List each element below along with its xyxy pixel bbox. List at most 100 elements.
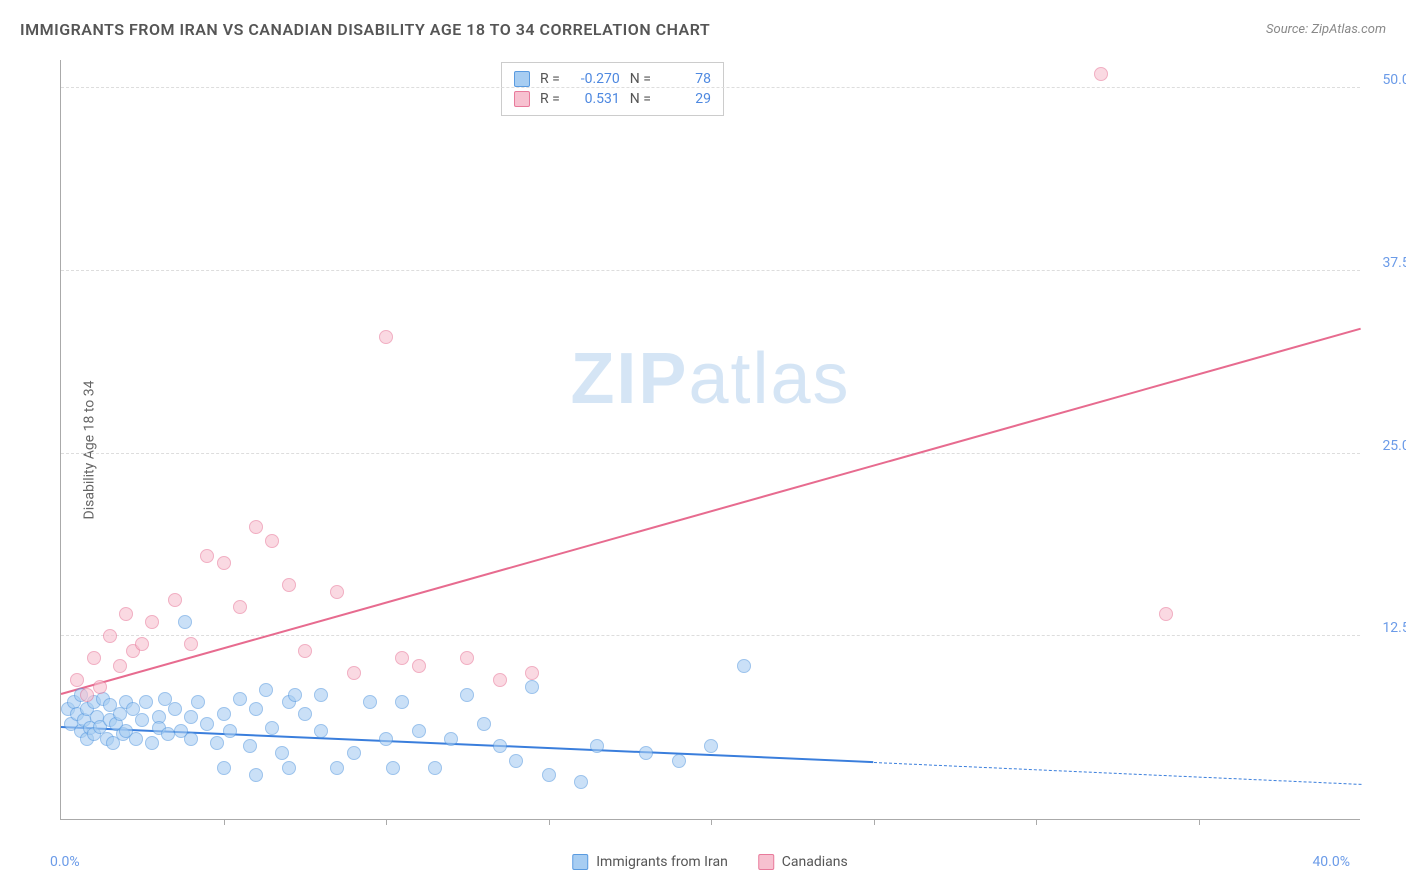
plot-area: ZIPatlas R = -0.270 N = 78 R = 0.531 N =…: [60, 60, 1360, 820]
data-point: [493, 673, 507, 687]
data-point: [395, 695, 409, 709]
data-point: [330, 761, 344, 775]
legend-row: R = -0.270 N = 78: [514, 69, 711, 89]
trend-line: [873, 762, 1361, 785]
x-axis-min-label: 0.0%: [50, 854, 80, 870]
data-point: [191, 695, 205, 709]
data-point: [379, 732, 393, 746]
data-point: [70, 673, 84, 687]
gridline: [61, 453, 1360, 454]
data-point: [178, 615, 192, 629]
data-point: [330, 585, 344, 599]
data-point: [93, 680, 107, 694]
data-point: [314, 724, 328, 738]
data-point: [493, 739, 507, 753]
page-title: IMMIGRANTS FROM IRAN VS CANADIAN DISABIL…: [20, 20, 710, 39]
x-tick: [549, 819, 550, 825]
data-point: [386, 761, 400, 775]
data-point: [525, 666, 539, 680]
y-tick-label: 37.5%: [1382, 255, 1406, 271]
data-point: [145, 736, 159, 750]
data-point: [161, 727, 175, 741]
data-point: [184, 637, 198, 651]
data-point: [282, 761, 296, 775]
data-point: [87, 651, 101, 665]
y-tick-label: 25.0%: [1382, 438, 1406, 454]
data-point: [139, 695, 153, 709]
data-point: [574, 775, 588, 789]
data-point: [233, 600, 247, 614]
data-point: [145, 615, 159, 629]
x-tick: [386, 819, 387, 825]
data-point: [363, 695, 377, 709]
data-point: [113, 659, 127, 673]
data-point: [184, 710, 198, 724]
trend-line: [61, 327, 1362, 694]
data-point: [249, 768, 263, 782]
data-point: [200, 549, 214, 563]
data-point: [119, 607, 133, 621]
data-point: [135, 713, 149, 727]
data-point: [168, 593, 182, 607]
source-credit: Source: ZipAtlas.com: [1266, 22, 1386, 37]
x-tick: [874, 819, 875, 825]
data-point: [395, 651, 409, 665]
data-point: [265, 534, 279, 548]
data-point: [509, 754, 523, 768]
data-point: [168, 702, 182, 716]
data-point: [288, 688, 302, 702]
data-point: [233, 692, 247, 706]
data-point: [347, 666, 361, 680]
data-point: [265, 721, 279, 735]
correlation-legend: R = -0.270 N = 78 R = 0.531 N = 29: [501, 62, 724, 116]
data-point: [259, 683, 273, 697]
y-tick-label: 12.5%: [1382, 620, 1406, 636]
data-point: [282, 578, 296, 592]
legend-swatch-pink: [758, 854, 774, 870]
data-point: [184, 732, 198, 746]
data-point: [103, 629, 117, 643]
data-point: [217, 556, 231, 570]
data-point: [412, 659, 426, 673]
data-point: [217, 707, 231, 721]
data-point: [210, 736, 224, 750]
gridline: [61, 87, 1360, 88]
gridline: [61, 635, 1360, 636]
data-point: [298, 707, 312, 721]
x-tick: [1199, 819, 1200, 825]
data-point: [428, 761, 442, 775]
legend-item: Canadians: [758, 854, 848, 870]
data-point: [200, 717, 214, 731]
legend-row: R = 0.531 N = 29: [514, 89, 711, 109]
data-point: [444, 732, 458, 746]
data-point: [243, 739, 257, 753]
series-legend: Immigrants from Iran Canadians: [572, 854, 848, 870]
data-point: [249, 520, 263, 534]
data-point: [639, 746, 653, 760]
data-point: [217, 761, 231, 775]
watermark: ZIPatlas: [570, 338, 850, 420]
legend-item: Immigrants from Iran: [572, 854, 728, 870]
data-point: [590, 739, 604, 753]
data-point: [379, 330, 393, 344]
data-point: [477, 717, 491, 731]
legend-swatch-blue: [572, 854, 588, 870]
data-point: [135, 637, 149, 651]
y-tick-label: 50.0%: [1382, 72, 1406, 88]
data-point: [223, 724, 237, 738]
data-point: [704, 739, 718, 753]
data-point: [737, 659, 751, 673]
data-point: [249, 702, 263, 716]
data-point: [460, 688, 474, 702]
data-point: [412, 724, 426, 738]
data-point: [1094, 67, 1108, 81]
legend-swatch-blue: [514, 71, 530, 87]
x-tick: [1036, 819, 1037, 825]
x-axis-max-label: 40.0%: [1312, 854, 1350, 870]
data-point: [80, 688, 94, 702]
data-point: [1159, 607, 1173, 621]
data-point: [298, 644, 312, 658]
data-point: [460, 651, 474, 665]
data-point: [275, 746, 289, 760]
correlation-chart: Disability Age 18 to 34 ZIPatlas R = -0.…: [60, 60, 1360, 840]
